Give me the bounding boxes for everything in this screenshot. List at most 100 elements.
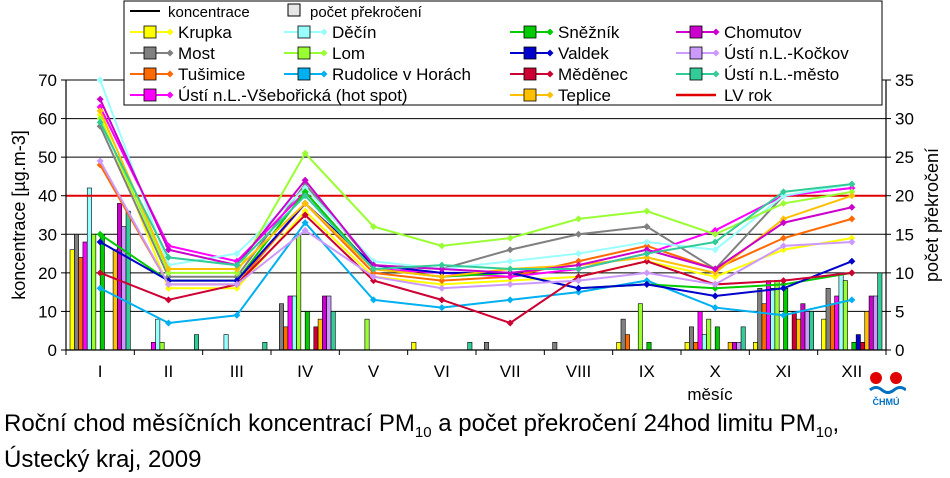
point-Krupka-X xyxy=(711,273,719,281)
bar-Chomutov-XII xyxy=(868,295,874,351)
point-Valdek-VI xyxy=(438,269,446,277)
point-Měděnec-IV xyxy=(301,211,309,219)
point-Ústí n.L.-město-XI xyxy=(780,188,787,196)
legend-marker-Lom xyxy=(320,49,328,57)
line-Děčín xyxy=(99,79,853,271)
bar-Ústí n.L.-Všebořická (hot spot)-I xyxy=(82,241,88,351)
point-Teplice-III xyxy=(233,265,241,273)
y2-tick-label: 5 xyxy=(895,302,904,321)
bar-Krupka-I xyxy=(69,249,75,351)
point-Rudolice v Horách-VIII xyxy=(575,288,582,296)
point-Děčín-IV xyxy=(301,184,309,192)
point-Ústí n.L.-Všebořická (hot spot)-XII xyxy=(848,184,856,192)
bar-Lom-II xyxy=(159,341,165,351)
point-Teplice-VI xyxy=(438,273,446,281)
line-Ústí n.L.-Všebořická (hot spot) xyxy=(99,106,852,278)
point-Valdek-IX xyxy=(643,280,651,288)
bar-Sněžník-IV xyxy=(304,311,310,351)
point-Valdek-VIII xyxy=(575,284,582,292)
point-Děčín-VII xyxy=(506,257,514,265)
bar-Děčín-II xyxy=(155,318,161,351)
bar-Teplice-IV xyxy=(317,318,323,351)
y2-tick-label: 25 xyxy=(895,148,914,167)
bar-Měděnec-XI xyxy=(791,311,797,351)
line-Ústí n.L.-město xyxy=(99,121,852,271)
legend-marker-Ústí n.L.-město xyxy=(712,70,720,78)
legend-marker-Krupka xyxy=(166,28,174,36)
point-Lom-X xyxy=(711,230,719,238)
legend-label-Tušimice: Tušimice xyxy=(178,65,245,84)
point-Teplice-IV xyxy=(301,199,309,207)
logo-text: ČHMÚ xyxy=(873,396,900,407)
caption-sub2: 10 xyxy=(815,423,833,441)
y-axis-title: koncentrace [µg.m-3] xyxy=(9,130,29,299)
bar-Lom-V xyxy=(364,318,370,351)
point-Ústí n.L.-Kočkov-III xyxy=(233,280,241,288)
point-Chomutov-IX xyxy=(643,246,651,254)
point-Ústí n.L.-město-X xyxy=(711,238,719,246)
line-Krupka xyxy=(99,114,853,290)
bar-Sněžník-X xyxy=(714,326,720,351)
legend-swatch-Ústí n.L.-město xyxy=(689,67,703,81)
point-Ústí n.L.-Kočkov-X xyxy=(711,280,719,288)
bar-Ústí n.L.-Kočkov-I xyxy=(121,226,127,351)
bar-Teplice-X xyxy=(727,341,733,351)
bar-Děčín-III xyxy=(223,334,229,351)
chart-caption: Roční chod měsíčních koncentrací PM10 a … xyxy=(4,410,944,473)
bar-Děčín-XI xyxy=(770,287,776,351)
point-Děčín-IX xyxy=(643,238,651,246)
point-Chomutov-II xyxy=(165,246,172,254)
line-Měděnec xyxy=(99,213,852,325)
bar-Děčín-X xyxy=(701,334,707,351)
point-Teplice-II xyxy=(165,265,172,273)
legend-label-Sněžník: Sněžník xyxy=(558,23,620,42)
point-Sněžník-I xyxy=(96,230,104,238)
point-Ústí n.L.-Kočkov-IV xyxy=(301,226,309,234)
y2-tick-label: 30 xyxy=(895,110,914,129)
point-Rudolice v Horách-III xyxy=(233,311,241,319)
point-Ústí n.L.-Kočkov-IX xyxy=(643,269,651,277)
legend-label-Most: Most xyxy=(178,44,215,63)
legend-marker-Děčín xyxy=(320,28,328,36)
bar-Ústí n.L.-město-III xyxy=(262,341,268,351)
bar-Lom-XII xyxy=(842,280,848,351)
bar-Teplice-XII xyxy=(864,311,870,351)
point-Ústí n.L.-Kočkov-II xyxy=(165,280,172,288)
line-Rudolice v Horách xyxy=(99,221,853,325)
legend-swatch-Tušimice xyxy=(143,67,157,81)
bar-Ústí n.L.-město-XII xyxy=(877,272,883,351)
point-Děčín-I xyxy=(96,76,104,84)
point-Chomutov-I xyxy=(96,95,104,103)
point-Rudolice v Horách-I xyxy=(96,284,104,292)
legend-label-Chomutov: Chomutov xyxy=(724,23,802,42)
bar-Ústí n.L.-Všebořická (hot spot)-II xyxy=(150,341,156,351)
point-Rudolice v Horách-IX xyxy=(643,277,651,285)
point-Měděnec-VII xyxy=(506,319,514,327)
point-Chomutov-XI xyxy=(780,219,787,227)
point-Chomutov-XII xyxy=(848,203,856,211)
point-Ústí n.L.-Kočkov-VII xyxy=(506,280,514,288)
bar-Krupka-XII xyxy=(821,318,827,351)
point-Ústí n.L.-město-VII xyxy=(506,265,514,273)
point-Měděnec-IX xyxy=(643,257,651,265)
point-Chomutov-VII xyxy=(506,269,514,277)
legend-marker-Sněžník xyxy=(546,28,554,36)
bar-Děčín-IV xyxy=(291,295,297,351)
point-Rudolice v Horách-XI xyxy=(780,311,787,319)
bar-Most-X xyxy=(689,326,694,351)
point-Měděnec-XII xyxy=(848,269,856,277)
bar-Krupka-X xyxy=(684,341,690,351)
bar-Měděnec-XII xyxy=(860,341,866,351)
point-Valdek-I xyxy=(96,238,104,246)
point-Lom-XII xyxy=(848,188,856,196)
point-Děčín-VIII xyxy=(575,250,582,258)
y-tick-label: 50 xyxy=(38,148,57,167)
x-tick-label-III: III xyxy=(230,362,244,381)
point-Ústí n.L.-město-V xyxy=(370,265,377,273)
bar-Krupka-VI xyxy=(411,341,417,351)
x-tick-label-II: II xyxy=(164,362,173,381)
point-Lom-III xyxy=(233,269,241,277)
bar-Tušimice-X xyxy=(693,341,699,351)
bar-Teplice-XI xyxy=(796,318,802,351)
